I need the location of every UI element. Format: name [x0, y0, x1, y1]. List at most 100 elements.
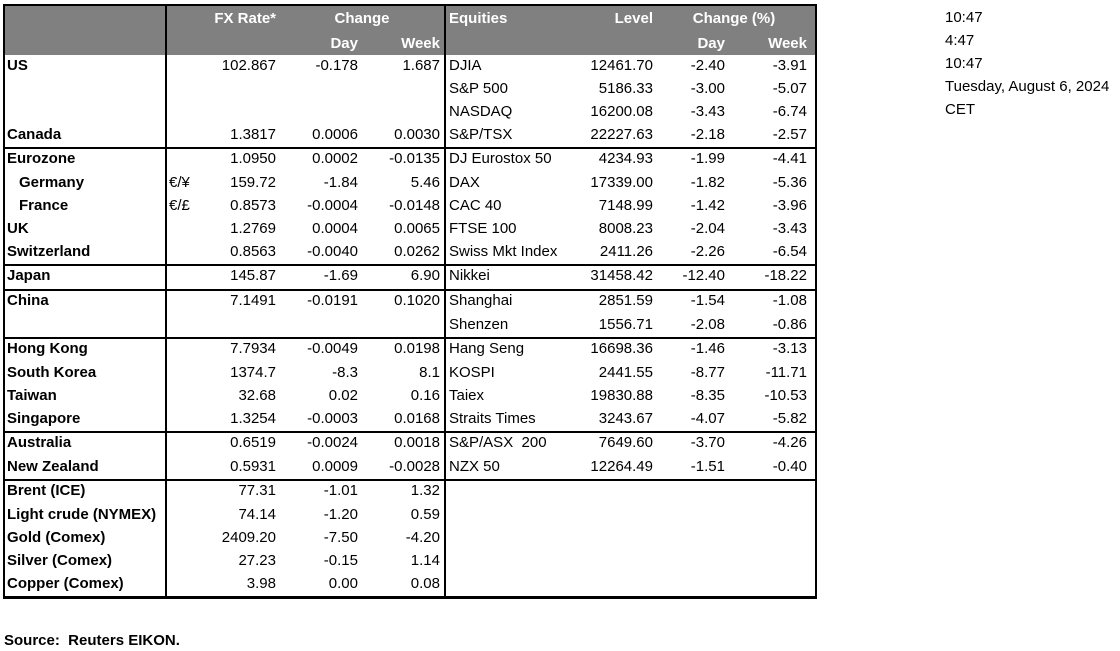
- equity-level-cell: 12461.70: [590, 57, 653, 74]
- equity-level-cell: 16698.36: [590, 340, 653, 357]
- equity-level-cell: 5186.33: [598, 80, 653, 97]
- table-row: US 102.867 -0.178 1.687 DJIA 12461.70 -2…: [5, 55, 815, 78]
- equity-day-change-cell: -1.99: [690, 150, 725, 167]
- currency-pair-cell: [167, 385, 196, 408]
- country-cell: Singapore: [5, 408, 167, 431]
- table-row: Brent (ICE) 77.31 -1.01 1.32: [5, 479, 815, 504]
- equity-week-change-cell: -0.40: [772, 458, 807, 475]
- table-row: Eurozone 1.0950 0.0002 -0.0135 DJ Eurost…: [5, 147, 815, 172]
- fx-day-change-cell: 0.0006: [312, 126, 358, 143]
- equity-name-cell: [446, 527, 562, 550]
- table-row: Canada 1.3817 0.0006 0.0030 S&P/TSX 2222…: [5, 124, 815, 147]
- table-row: Silver (Comex) 27.23 -0.15 1.14: [5, 550, 815, 573]
- equity-level-cell: 19830.88: [590, 387, 653, 404]
- fx-change-header: Change: [280, 6, 446, 32]
- equity-week-change-cell: -0.86: [772, 316, 807, 333]
- fx-rate-cell: 0.8573: [230, 197, 276, 214]
- equity-week-change-cell: -2.57: [772, 126, 807, 143]
- equity-week-change-cell: -11.71: [765, 364, 807, 381]
- equity-day-change-cell: [657, 481, 729, 504]
- fx-day-change-cell: 0.00: [328, 575, 358, 592]
- equity-level-cell: 22227.63: [590, 126, 653, 143]
- country-cell: Eurozone: [5, 149, 167, 172]
- table-row: Light crude (NYMEX) 74.14 -1.20 0.59: [5, 504, 815, 527]
- fx-rate-cell: 7.1491: [230, 292, 276, 309]
- table-row: S&P 500 5186.33 -3.00 -5.07: [5, 78, 815, 101]
- equity-level-cell: 4234.93: [598, 150, 653, 167]
- fx-rate-cell: 1374.7: [230, 364, 276, 381]
- equity-day-change-cell: -1.42: [690, 197, 725, 214]
- country-cell: France: [5, 195, 167, 218]
- equity-change-pct-header: Change (%): [692, 10, 776, 27]
- header-spacer: [5, 6, 167, 32]
- fx-day-change-cell: -1.20: [323, 506, 358, 523]
- currency-pair-cell: [167, 339, 196, 362]
- fx-rate-cell: 1.0950: [230, 150, 276, 167]
- header-spacer: [446, 32, 562, 55]
- equity-week-change-cell: -5.36: [772, 174, 807, 191]
- equity-week-change-cell: [729, 550, 811, 573]
- equity-week-change-cell: [729, 527, 811, 550]
- fx-day-change-cell: 0.0009: [312, 458, 358, 475]
- fx-rate-cell: 1.3254: [230, 410, 276, 427]
- fx-day-change-cell: [280, 78, 362, 101]
- table-row: UK 1.2769 0.0004 0.0065 FTSE 100 8008.23…: [5, 218, 815, 241]
- equity-day-change-cell: -1.46: [690, 340, 725, 357]
- fx-day-header: Day: [330, 35, 358, 52]
- fx-rate-header: FX Rate*: [214, 10, 276, 27]
- table-row: France €/£ 0.8573 -0.0004 -0.0148 CAC 40…: [5, 195, 815, 218]
- equity-week-change-cell: -5.82: [772, 410, 807, 427]
- country-cell: Gold (Comex): [5, 527, 167, 550]
- source-note: Source: Reuters EIKON.: [4, 632, 180, 649]
- equity-level-cell: [562, 481, 657, 504]
- level-header: Level: [614, 10, 653, 27]
- currency-pair-cell: €/¥: [169, 174, 190, 191]
- country-cell: [5, 78, 167, 101]
- equities-header: Equities: [449, 10, 508, 27]
- equity-day-change-cell: -2.26: [690, 243, 725, 260]
- fx-week-change-cell: -0.0148: [362, 195, 446, 218]
- equity-level-cell: 3243.67: [598, 410, 653, 427]
- country-cell: UK: [5, 218, 167, 241]
- fx-day-change-cell: -0.0049: [307, 340, 358, 357]
- equity-day-change-cell: -12.40: [682, 267, 725, 284]
- country-cell: [5, 101, 167, 124]
- equity-level-cell: 16200.08: [590, 103, 653, 120]
- equity-name-cell: Shanghai: [449, 292, 513, 309]
- currency-pair-cell: [167, 527, 196, 550]
- equity-day-change-cell: -1.54: [690, 292, 725, 309]
- fx-week-change-cell: [362, 101, 446, 124]
- country-cell: [5, 314, 167, 337]
- fx-day-change-cell: -7.50: [323, 529, 358, 546]
- equity-name-cell: DJ Eurostox 50: [449, 150, 552, 167]
- timestamp-line: 4:47: [945, 32, 975, 49]
- header-spacer: [5, 32, 167, 55]
- table-body: US 102.867 -0.178 1.687 DJIA 12461.70 -2…: [5, 55, 815, 596]
- equity-level-cell: 8008.23: [598, 220, 653, 237]
- fx-rate-cell: 102.867: [221, 57, 276, 74]
- fx-day-change-cell: -0.0191: [307, 292, 358, 309]
- equity-name-cell: KOSPI: [449, 364, 495, 381]
- fx-week-change-cell: [362, 78, 446, 101]
- timestamp-line: 10:47: [945, 9, 983, 26]
- currency-pair-cell: [167, 55, 196, 78]
- equity-week-header: Week: [768, 35, 807, 52]
- equity-name-cell: Straits Times: [449, 410, 536, 427]
- fx-day-change-cell: 0.02: [328, 387, 358, 404]
- currency-pair-cell: [167, 241, 196, 264]
- equity-name-cell: CAC 40: [449, 197, 502, 214]
- fx-week-change-cell: 8.1: [362, 362, 446, 385]
- fx-rate-cell: 1.3817: [230, 126, 276, 143]
- fx-week-change-cell: 0.1020: [362, 291, 446, 314]
- fx-day-change-cell: [280, 101, 362, 124]
- timestamp-line: Tuesday, August 6, 2024: [945, 78, 1110, 95]
- currency-pair-cell: [167, 218, 196, 241]
- currency-pair-cell: [167, 408, 196, 431]
- equity-name-cell: Hang Seng: [449, 340, 525, 357]
- country-cell: Australia: [5, 433, 167, 456]
- equity-level-cell: 1556.71: [598, 316, 653, 333]
- fx-day-change-cell: -0.0003: [307, 410, 358, 427]
- equity-day-change-cell: -8.35: [690, 387, 725, 404]
- table-row: Copper (Comex) 3.98 0.00 0.08: [5, 573, 815, 596]
